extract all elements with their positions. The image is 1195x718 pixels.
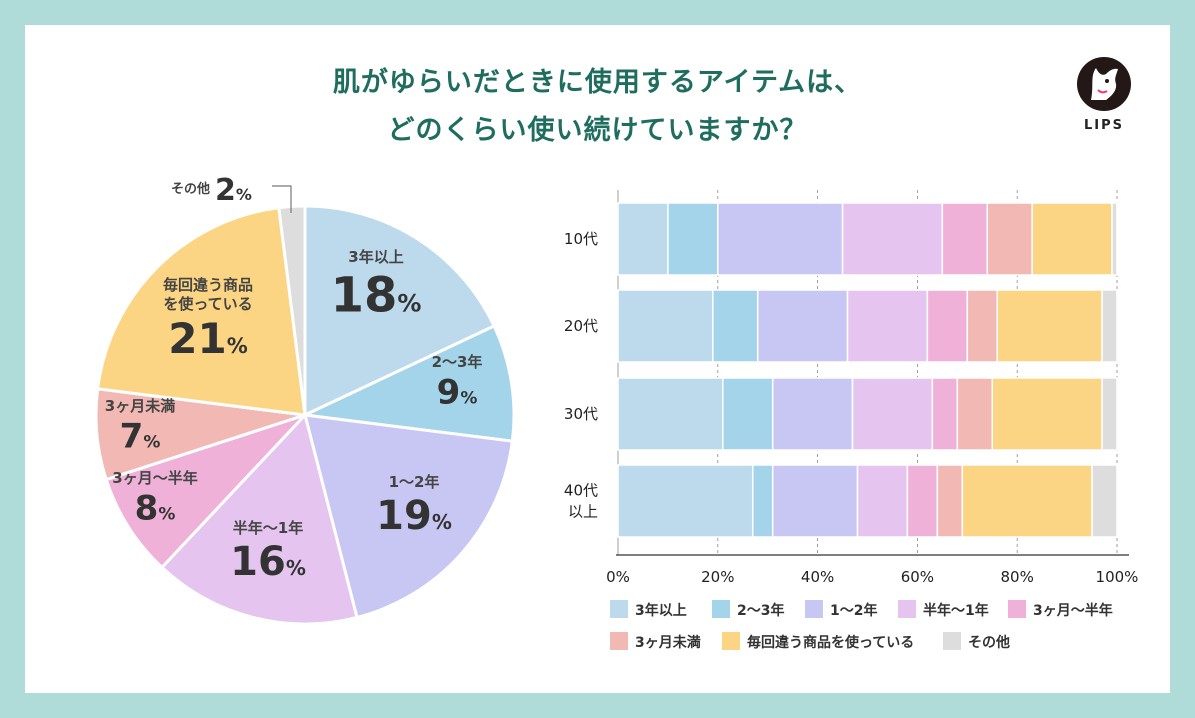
lips-logo-icon <box>1077 57 1131 111</box>
bar-segment-1-2 <box>667 202 719 276</box>
pie-slice-2 <box>299 324 516 443</box>
legend-swatch-2 <box>712 600 730 618</box>
pie-value-6: 7% <box>120 416 161 456</box>
x-tick-label-2: 40% <box>801 568 834 586</box>
x-tick-label-1: 20% <box>701 568 734 586</box>
bar-segment-2-8 <box>1101 289 1118 363</box>
bar-segment-2-1 <box>617 289 714 363</box>
y-category-label-4-line-2: 以上 <box>568 503 598 521</box>
pie-slice-3 <box>302 413 515 620</box>
pie-chart: 3年以上 18% 2〜3年9% 1〜2年 19% 半年〜1年 16% 3ヶ月〜半年8% 3ヶ月未… <box>94 173 516 626</box>
x-tick-label-5: 100% <box>1096 568 1139 586</box>
legend-swatch-6 <box>610 632 628 650</box>
pie-label-4: 半年〜1年 <box>233 519 303 537</box>
pie-leader-line-other <box>272 185 292 213</box>
bar-segment-1-6 <box>986 202 1033 276</box>
x-tick-label-3: 60% <box>901 568 934 586</box>
bar-segment-2-4 <box>846 289 929 363</box>
bar-segment-3-1 <box>617 377 724 451</box>
pie-slice-5 <box>104 413 307 570</box>
legend-swatch-3 <box>805 600 823 618</box>
title-line-2: どのくらい使い続けていますか？ <box>0 108 1195 147</box>
pie-label-1: 3年以上 <box>348 248 403 266</box>
legend-label-4: 半年〜1年 <box>923 602 989 619</box>
pie-value-2: 9% <box>437 372 478 412</box>
bar-segment-2-7 <box>996 289 1103 363</box>
bar-segment-1-3 <box>717 202 844 276</box>
legend-label-7: 毎回違う商品を使っている <box>747 634 914 651</box>
legend-swatch-5 <box>1008 600 1026 618</box>
pie-value-other: 2% <box>215 173 252 208</box>
legend-swatch-8 <box>943 632 961 650</box>
bar-segment-4-2 <box>751 464 774 538</box>
bar-segment-4-8 <box>1091 464 1118 538</box>
pie-label-5: 3ヶ月〜半年 <box>112 469 197 487</box>
bar-segment-1-8 <box>1111 202 1118 276</box>
bar-segment-1-7 <box>1031 202 1113 276</box>
bar-segment-4-4 <box>856 464 909 538</box>
x-tick-label-0: 0% <box>606 568 630 586</box>
bar-segment-2-5 <box>926 289 969 363</box>
legend-swatch-1 <box>610 600 628 618</box>
pie-label-3: 1〜2年 <box>389 473 440 491</box>
y-category-label-1: 10代 <box>564 230 598 248</box>
legend-label-5: 3ヶ月〜半年 <box>1033 602 1113 619</box>
bar-segment-3-4 <box>851 377 934 451</box>
bar-segment-4-5 <box>906 464 939 538</box>
pie-value-5: 8% <box>135 488 176 528</box>
legend-swatch-4 <box>898 600 916 618</box>
pie-slice-8 <box>277 204 307 416</box>
pie-label-6: 3ヶ月未満 <box>105 397 175 415</box>
bar-segment-3-7 <box>991 377 1103 451</box>
bar-segment-1-5 <box>941 202 989 276</box>
title-line-1: 肌がゆらいだときに使用するアイテムは、 <box>0 60 1195 99</box>
bar-segment-4-3 <box>771 464 859 538</box>
pie-label-2: 2〜3年 <box>432 353 483 371</box>
y-category-label-4-line-1: 40代 <box>564 482 598 500</box>
bar-segment-3-2 <box>722 377 774 451</box>
y-category-label-3: 30代 <box>564 405 598 423</box>
pie-label-7-line-1: 毎回違う商品 <box>163 276 253 294</box>
bar-segment-1-4 <box>841 202 944 276</box>
legend-label-1: 3年以上 <box>635 602 687 619</box>
bar-segment-3-5 <box>931 377 959 451</box>
pie-value-7: 21% <box>168 314 248 363</box>
bar-segment-2-3 <box>756 289 849 363</box>
pie-value-4: 16% <box>230 539 306 585</box>
pie-label-other: その他 <box>171 181 210 197</box>
bar-segment-3-3 <box>771 377 854 451</box>
bar-segment-4-7 <box>961 464 1093 538</box>
bar-segment-3-8 <box>1101 377 1118 451</box>
legend-swatch-7 <box>722 632 740 650</box>
legend-label-2: 2〜3年 <box>737 602 784 619</box>
lips-logo-text: LIPS <box>1083 118 1124 133</box>
bar-segment-2-6 <box>966 289 998 363</box>
pie-slice-1 <box>303 204 497 418</box>
pie-slice-7 <box>95 205 307 417</box>
legend-label-6: 3ヶ月未満 <box>635 634 701 651</box>
legend-label-3: 1〜2年 <box>830 602 877 619</box>
pie-label-7-line-2: を使っている <box>163 295 252 313</box>
y-category-label-2: 20代 <box>564 317 598 335</box>
bar-segment-2-2 <box>712 289 759 363</box>
bar-segment-1-1 <box>617 202 669 276</box>
bar-segment-3-6 <box>956 377 994 451</box>
pie-value-3: 19% <box>376 493 452 539</box>
legend-label-8: その他 <box>968 634 1010 651</box>
pie-slice-4 <box>159 411 359 626</box>
bar-segment-4-6 <box>936 464 964 538</box>
x-tick-label-4: 80% <box>1001 568 1034 586</box>
pie-value-1: 18% <box>331 268 422 324</box>
bar-segment-4-1 <box>617 464 754 538</box>
